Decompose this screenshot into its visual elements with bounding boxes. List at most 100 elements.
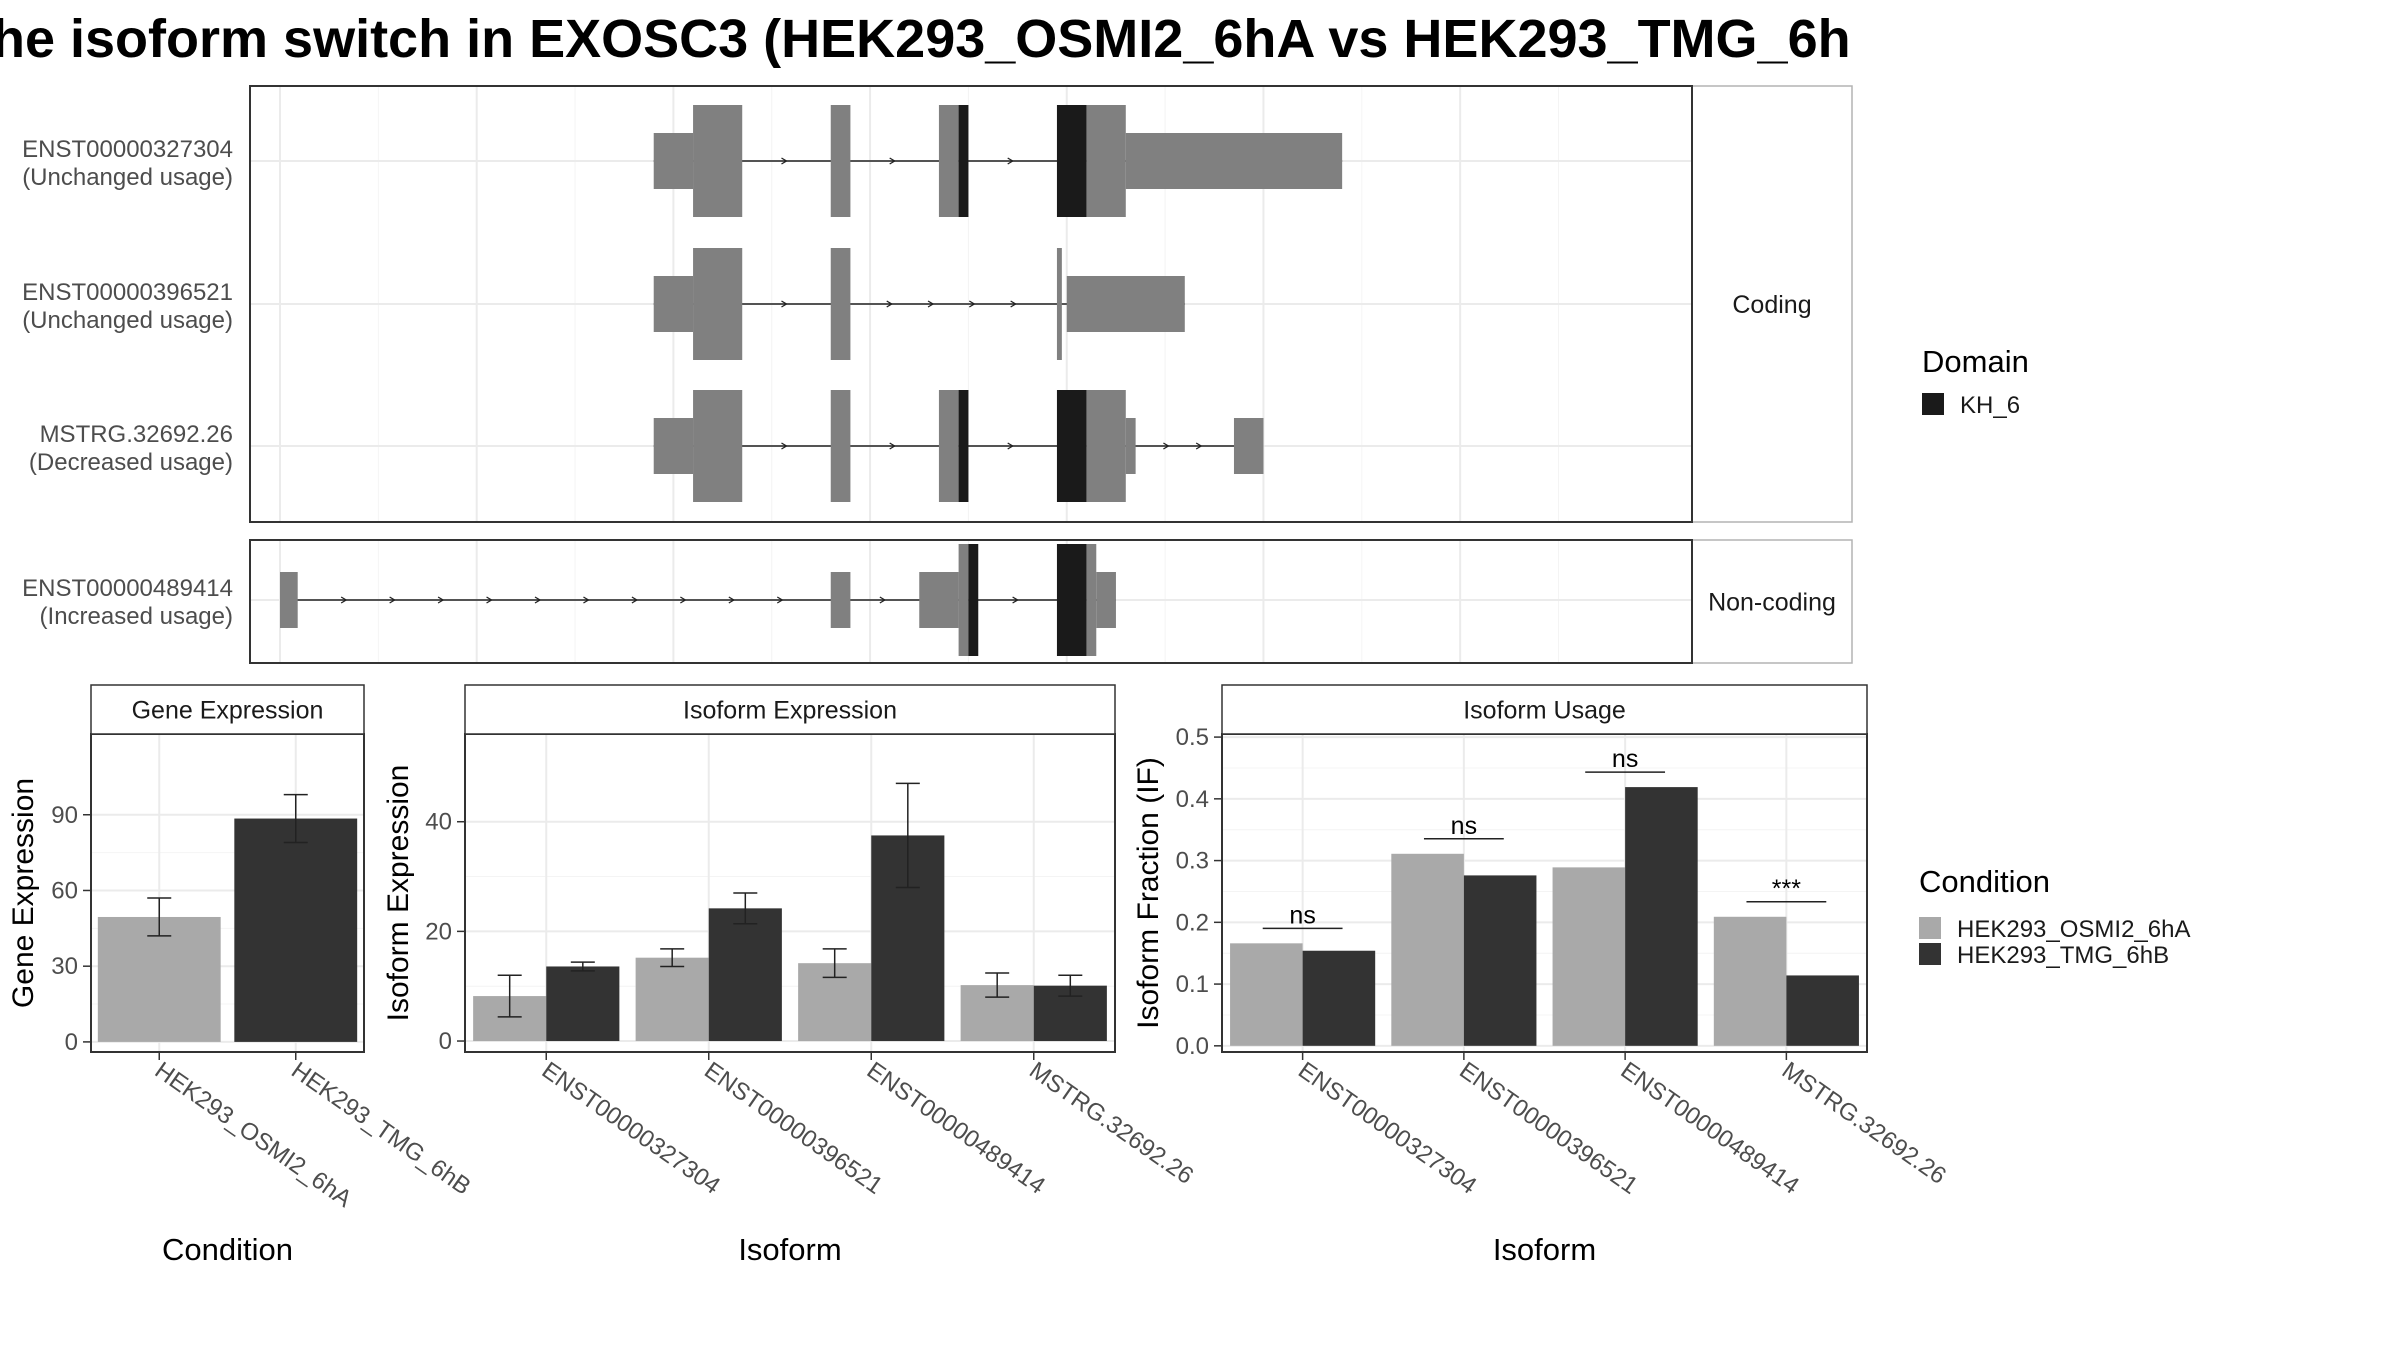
condition-legend-key bbox=[1919, 943, 1941, 965]
bar bbox=[1463, 875, 1537, 1046]
facet-strip bbox=[1691, 539, 1853, 664]
panel-strip-label: Isoform Expression bbox=[683, 697, 897, 725]
domain-segment-kh6 bbox=[1056, 105, 1087, 217]
y-tick-label: 20 bbox=[425, 918, 452, 945]
y-axis-title: Gene Expression bbox=[7, 778, 40, 1008]
y-tick-label: 60 bbox=[51, 877, 78, 904]
intron-direction-arrow bbox=[1195, 442, 1203, 450]
figure-title: he isoform switch in EXOSC3 (HEK293_OSMI… bbox=[0, 9, 1851, 69]
intron-direction-arrow bbox=[781, 442, 788, 450]
intron-direction-arrow bbox=[340, 596, 348, 604]
transcript-id-label: ENST00000396521 bbox=[22, 279, 233, 306]
intron-direction-arrow bbox=[631, 596, 639, 604]
utr-exon bbox=[1233, 418, 1264, 474]
intron-direction-arrow bbox=[1012, 596, 1019, 604]
domain-segment-kh6 bbox=[958, 105, 969, 217]
bar bbox=[708, 908, 782, 1042]
coding-exon bbox=[938, 390, 959, 502]
utr-exon bbox=[1125, 133, 1343, 189]
intron-direction-arrow bbox=[927, 300, 935, 308]
intron-direction-arrow bbox=[389, 596, 396, 604]
intron-direction-arrow bbox=[968, 300, 976, 308]
panel-strip bbox=[90, 684, 365, 735]
coding-exon bbox=[830, 105, 851, 217]
intron-direction-arrow bbox=[1007, 157, 1014, 165]
utr-exon bbox=[1125, 418, 1136, 474]
facet-strip-label: Coding bbox=[1732, 291, 1811, 319]
panel-strip bbox=[1221, 684, 1868, 735]
x-axis-title: Condition bbox=[162, 1232, 293, 1267]
utr-exon bbox=[280, 572, 298, 628]
coding-exon bbox=[830, 390, 851, 502]
bar bbox=[1230, 943, 1303, 1046]
y-tick-label: 0.2 bbox=[1176, 909, 1209, 936]
x-axis-title: Isoform bbox=[1493, 1232, 1596, 1267]
intron-direction-arrow bbox=[1007, 442, 1014, 450]
domain-legend-key bbox=[1922, 393, 1944, 415]
isoform-expression-panel: Isoform Expression02040ENST00000327304EN… bbox=[382, 684, 1198, 1267]
condition-legend-label: HEK293_TMG_6hB bbox=[1957, 942, 2169, 969]
y-tick-label: 0.5 bbox=[1176, 724, 1209, 751]
structure-facet-border bbox=[249, 85, 1693, 523]
transcript-id-label: ENST00000489414 bbox=[22, 575, 233, 602]
domain-segment-kh6 bbox=[958, 390, 969, 502]
condition-legend-title: Condition bbox=[1919, 864, 2050, 899]
panel-strip-label: Isoform Usage bbox=[1463, 697, 1626, 725]
intron-direction-arrow bbox=[879, 596, 887, 604]
transcript-id-label: MSTRG.32692.26 bbox=[40, 421, 233, 448]
bar bbox=[97, 916, 221, 1042]
transcript-usage-label: (Increased usage) bbox=[40, 603, 233, 630]
transcript-usage-label: (Decreased usage) bbox=[29, 449, 233, 476]
bar bbox=[1713, 916, 1787, 1046]
bar bbox=[234, 818, 358, 1042]
coding-exon bbox=[958, 544, 969, 656]
utr-exon bbox=[653, 276, 694, 332]
x-tick-label: MSTRG.32692.26 bbox=[1777, 1057, 1951, 1190]
x-tick-label: ENST00000489414 bbox=[862, 1057, 1050, 1200]
bar bbox=[1625, 787, 1698, 1046]
coding-exon bbox=[693, 390, 743, 502]
coding-exon bbox=[693, 105, 743, 217]
coding-exon bbox=[1086, 544, 1097, 656]
y-tick-label: 30 bbox=[51, 953, 78, 980]
y-tick-label: 0.4 bbox=[1176, 786, 1209, 813]
panel-strip-label: Gene Expression bbox=[132, 697, 324, 725]
intron-direction-arrow bbox=[1010, 300, 1017, 308]
intron-direction-arrow bbox=[486, 596, 493, 604]
y-tick-label: 0 bbox=[65, 1029, 78, 1056]
y-tick-label: 0 bbox=[439, 1028, 452, 1055]
bar bbox=[1552, 867, 1626, 1046]
transcript-id-label: ENST00000327304 bbox=[22, 136, 233, 163]
isoform-usage-panel: ns ns ns *** Isoform Usage 0.0 0.1 0.2 0.3 0.4 0.5… bbox=[1132, 684, 1951, 1267]
intron-direction-arrow bbox=[889, 157, 896, 165]
intron-direction-arrow bbox=[583, 596, 590, 604]
panel-strip bbox=[464, 684, 1116, 735]
transcript-usage-label: (Unchanged usage) bbox=[22, 307, 233, 334]
bar bbox=[1391, 853, 1464, 1046]
y-tick-label: 40 bbox=[425, 809, 452, 836]
domain-legend-title: Domain bbox=[1922, 344, 2029, 379]
transcript-structure-panel: Coding Non-coding ENST00000327304 (Unchange… bbox=[22, 85, 1853, 664]
domain-legend: Domain KH_6 bbox=[1922, 344, 2029, 419]
domain-segment-kh6 bbox=[1056, 390, 1087, 502]
y-tick-label: 0.0 bbox=[1176, 1033, 1209, 1060]
y-axis-title: Isoform Expression bbox=[382, 765, 415, 1022]
x-tick-label: ENST00000396521 bbox=[699, 1057, 887, 1200]
bar bbox=[1302, 950, 1376, 1046]
utr-exon bbox=[919, 572, 959, 628]
utr-exon bbox=[1096, 572, 1116, 628]
facet-strip-label: Non-coding bbox=[1708, 589, 1836, 617]
domain-legend-label: KH_6 bbox=[1960, 392, 2020, 419]
coding-exon bbox=[1086, 390, 1126, 502]
x-tick-label: ENST00000327304 bbox=[537, 1057, 725, 1200]
utr-exon bbox=[1066, 276, 1185, 332]
x-tick-label: MSTRG.32692.26 bbox=[1024, 1057, 1198, 1190]
intron-direction-arrow bbox=[776, 596, 784, 604]
bar bbox=[1786, 975, 1859, 1046]
y-tick-label: 0.3 bbox=[1176, 848, 1209, 875]
bar bbox=[635, 957, 709, 1042]
condition-legend-label: HEK293_OSMI2_6hA bbox=[1957, 916, 2190, 943]
domain-segment-kh6 bbox=[1056, 544, 1087, 656]
structure-facet-border bbox=[249, 539, 1693, 664]
